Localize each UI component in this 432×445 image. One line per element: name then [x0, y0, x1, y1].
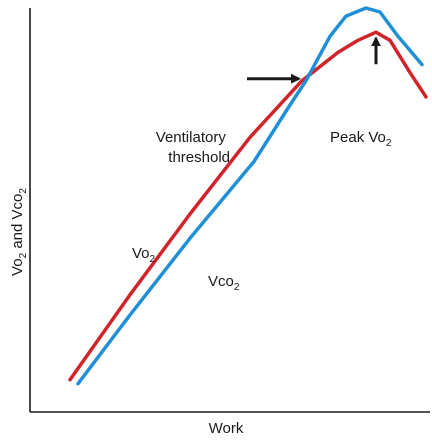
x-axis-label: Work	[209, 420, 244, 437]
y-axis-label-mid: and Vco	[9, 194, 26, 253]
ventilatory-threshold-line1: Ventilatory	[156, 129, 227, 146]
peak-vo2-sub: 2	[386, 138, 392, 149]
peak-vo2-label: Peak Vo2	[330, 129, 392, 149]
series-label-vco2: Vco2	[208, 273, 240, 293]
y-axis-label-sub2: 2	[18, 188, 29, 194]
ventilatory-threshold-label: Ventilatory threshold	[156, 129, 230, 166]
series-layer	[68, 6, 428, 386]
series-line-vo2	[68, 30, 428, 382]
series-label-vo2-main: Vo	[132, 245, 150, 262]
y-axis-label: Vo2 and Vco2	[9, 188, 29, 276]
series-line-vco2	[76, 6, 424, 386]
peak-vo2-main: Peak Vo	[330, 129, 386, 146]
series-label-vco2-main: Vco	[208, 273, 234, 290]
series-label-vo2-sub: 2	[150, 254, 156, 265]
y-axis-label-main: Vo	[9, 258, 26, 276]
y-axis-label-sub1: 2	[18, 252, 29, 258]
series-label-vco2-sub: 2	[234, 282, 240, 293]
ventilatory-threshold-line2: threshold	[168, 149, 230, 166]
series-label-vo2: Vo2	[132, 245, 156, 265]
